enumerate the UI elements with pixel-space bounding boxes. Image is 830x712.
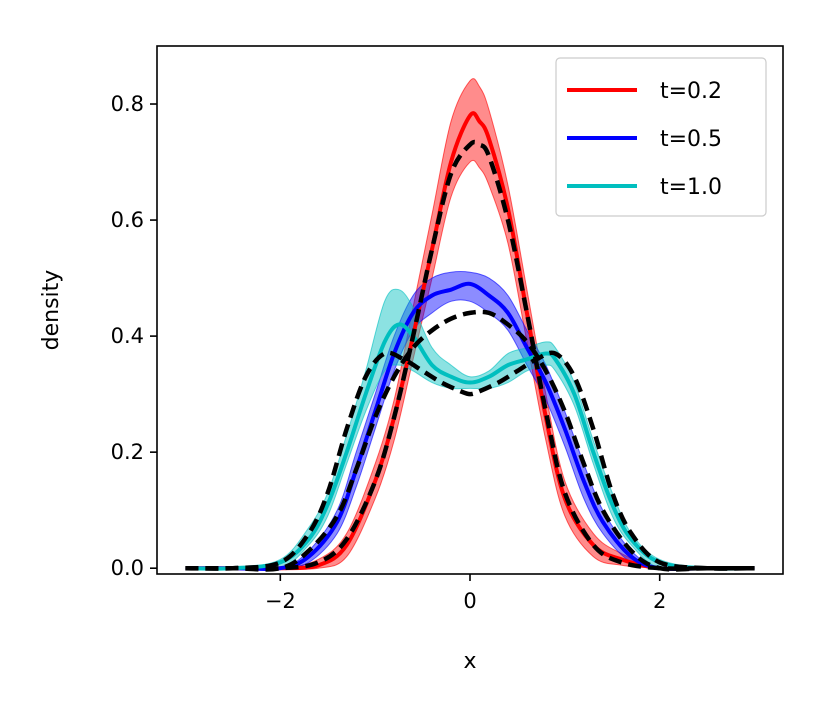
x-axis-label: x	[463, 649, 476, 674]
band-series-2	[185, 271, 755, 570]
line-series-3	[185, 322, 755, 571]
x-axis-ticks: −2 0 2	[265, 574, 666, 613]
reference-curve-2	[185, 309, 755, 572]
legend-label-2: t=0.5	[660, 127, 722, 152]
x-tick-label: 0	[463, 589, 476, 613]
y-tick-label: 0.2	[111, 440, 144, 464]
y-tick-label: 0.4	[111, 324, 144, 348]
y-tick-label: 0.0	[111, 556, 144, 580]
reference-curve-3	[185, 350, 755, 571]
y-axis-label: density	[39, 270, 64, 351]
reference-curve-1	[185, 139, 755, 571]
legend-box	[555, 57, 767, 217]
y-tick-label: 0.8	[111, 92, 144, 116]
legend: t=0.2 t=0.5 t=1.0	[555, 57, 767, 217]
band-series-3	[185, 288, 755, 571]
legend-label-1: t=0.2	[660, 79, 722, 104]
y-tick-label: 0.6	[111, 208, 144, 232]
line-series-2	[185, 281, 755, 572]
reference-curves	[185, 139, 755, 572]
legend-label-3: t=1.0	[660, 175, 722, 200]
x-tick-label: 2	[653, 589, 666, 613]
y-axis-ticks: 0.0 0.2 0.4 0.6 0.8	[111, 92, 157, 580]
x-tick-label: −2	[265, 589, 296, 613]
